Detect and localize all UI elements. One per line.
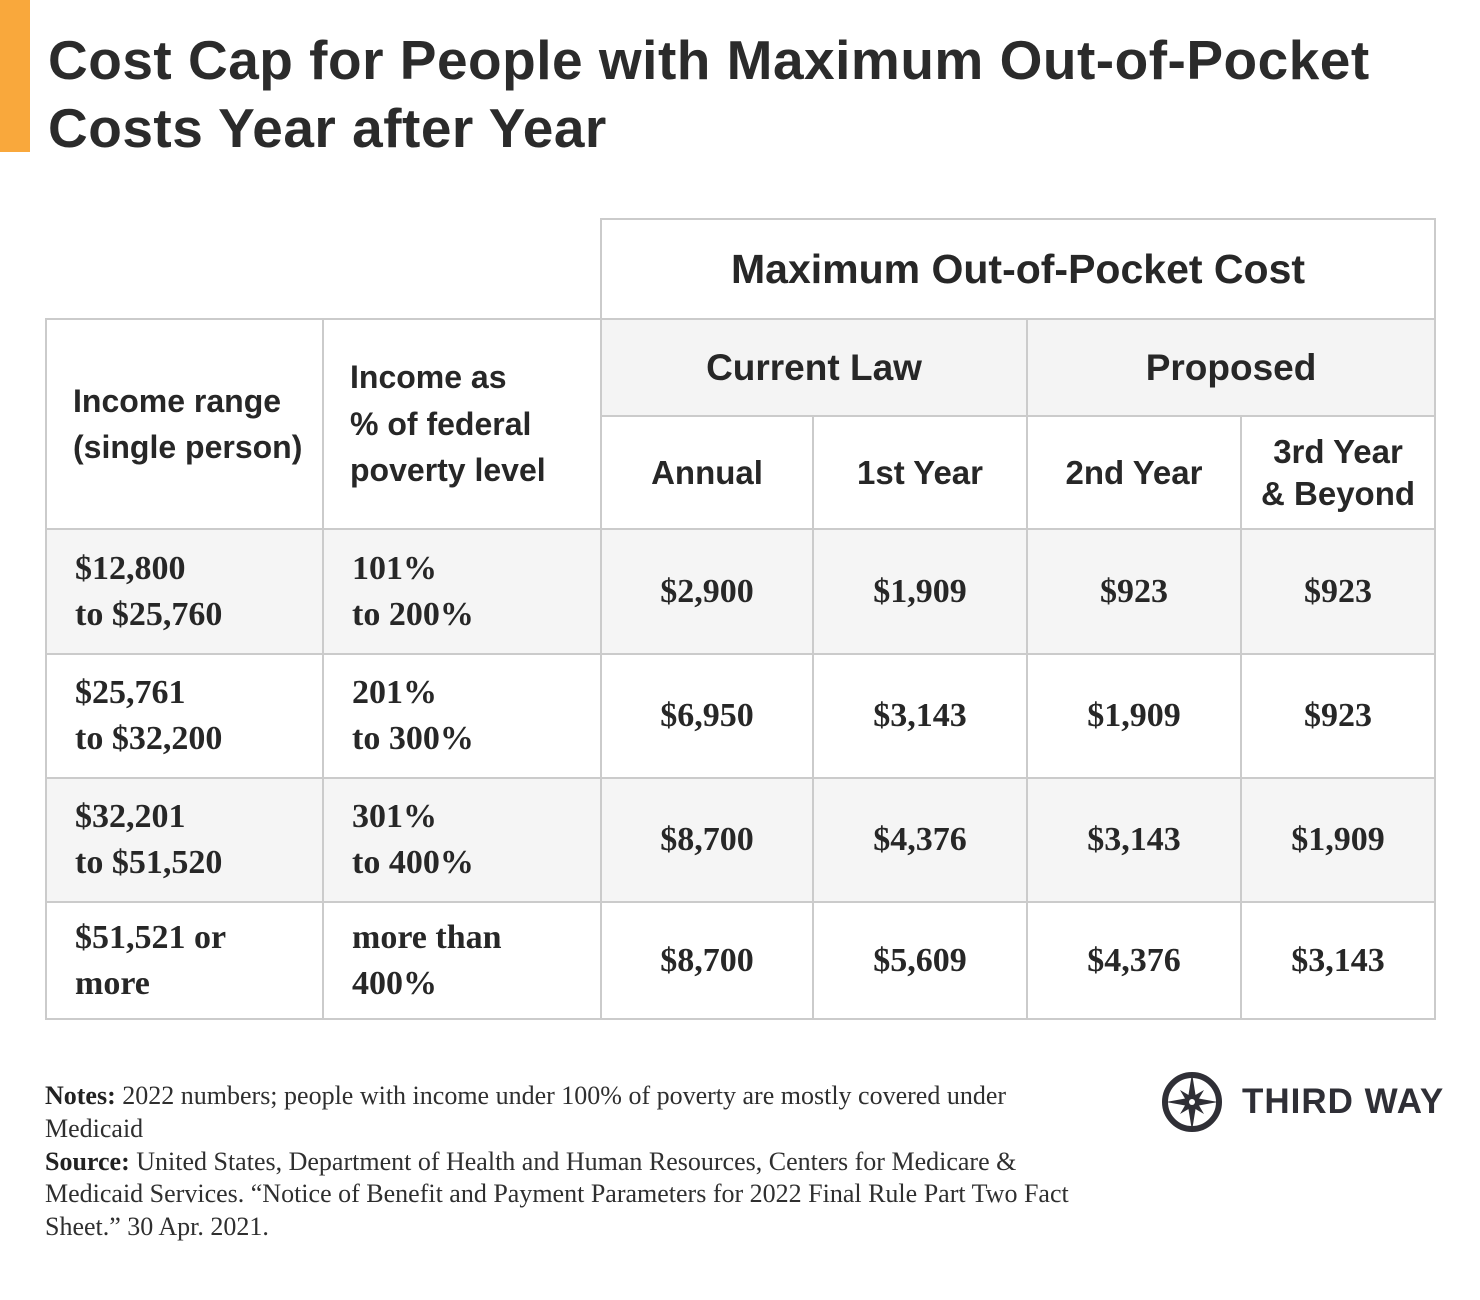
spanner-header-max-oop: Maximum Out-of-Pocket Cost <box>599 218 1437 320</box>
cell-2nd-year: $3,143 <box>1026 777 1242 903</box>
cell-income-range: $25,761 to $32,200 <box>45 653 324 779</box>
column-header-3rd-year-beyond: 3rd Year & Beyond <box>1239 415 1437 530</box>
cell-1st-year: $4,376 <box>812 777 1028 903</box>
table-row: $25,761 to $32,200 201% to 300% $6,950 $… <box>45 653 1437 779</box>
cell-income-range: $32,201 to $51,520 <box>45 777 324 903</box>
cell-fpl: more than 400% <box>322 901 602 1020</box>
notes-label: Notes: <box>45 1081 116 1110</box>
compass-icon <box>1162 1072 1222 1132</box>
cell-2nd-year: $1,909 <box>1026 653 1242 779</box>
footnotes: Notes: 2022 numbers; people with income … <box>45 1080 1095 1244</box>
cell-annual: $2,900 <box>600 528 814 655</box>
cell-3rd-year-beyond: $923 <box>1239 653 1437 779</box>
cell-3rd-year-beyond: $923 <box>1239 528 1437 655</box>
table-corner-spacer <box>46 219 601 319</box>
source-text: United States, Department of Health and … <box>45 1146 1069 1242</box>
cell-annual: $8,700 <box>600 777 814 903</box>
cell-3rd-year-beyond: $3,143 <box>1239 901 1437 1020</box>
page-title: Cost Cap for People with Maximum Out-of-… <box>48 29 1370 160</box>
cell-1st-year: $5,609 <box>812 901 1028 1020</box>
table-row: $51,521 or more more than 400% $8,700 $5… <box>45 901 1437 1020</box>
cell-fpl: 101% to 200% <box>322 528 602 655</box>
cell-2nd-year: $4,376 <box>1026 901 1242 1020</box>
orange-accent-bar <box>0 0 30 152</box>
cell-income-range: $12,800 to $25,760 <box>45 528 324 655</box>
table-row: $32,201 to $51,520 301% to 400% $8,700 $… <box>45 777 1437 903</box>
source-label: Source: <box>45 1146 130 1176</box>
cell-1st-year: $1,909 <box>812 528 1028 655</box>
column-header-income-range: Income range (single person) <box>45 318 324 530</box>
third-way-logo: THIRD WAY <box>1160 1070 1444 1134</box>
column-header-1st-year: 1st Year <box>812 415 1028 530</box>
table-row: $12,800 to $25,760 101% to 200% $2,900 $… <box>45 528 1437 655</box>
group-header-current-law: Current Law <box>600 318 1028 417</box>
cell-fpl: 201% to 300% <box>322 653 602 779</box>
cost-cap-table: Maximum Out-of-Pocket Cost Income range … <box>45 218 1437 1020</box>
cell-annual: $6,950 <box>600 653 814 779</box>
cell-fpl: 301% to 400% <box>322 777 602 903</box>
notes-text: 2022 numbers; people with income under 1… <box>45 1081 1007 1143</box>
third-way-wordmark: THIRD WAY <box>1242 1082 1445 1121</box>
group-header-proposed: Proposed <box>1025 318 1437 417</box>
source-line: Source: United States, Department of Hea… <box>45 1146 1095 1244</box>
notes-line: Notes: 2022 numbers; people with income … <box>45 1080 1095 1146</box>
column-header-fpl: Income as % of federal poverty level <box>322 318 602 530</box>
cell-3rd-year-beyond: $1,909 <box>1239 777 1437 903</box>
column-header-2nd-year: 2nd Year <box>1026 415 1242 530</box>
cell-income-range: $51,521 or more <box>45 901 324 1020</box>
cell-2nd-year: $923 <box>1026 528 1242 655</box>
cell-1st-year: $3,143 <box>812 653 1028 779</box>
cell-annual: $8,700 <box>600 901 814 1020</box>
column-header-annual: Annual <box>600 415 814 530</box>
